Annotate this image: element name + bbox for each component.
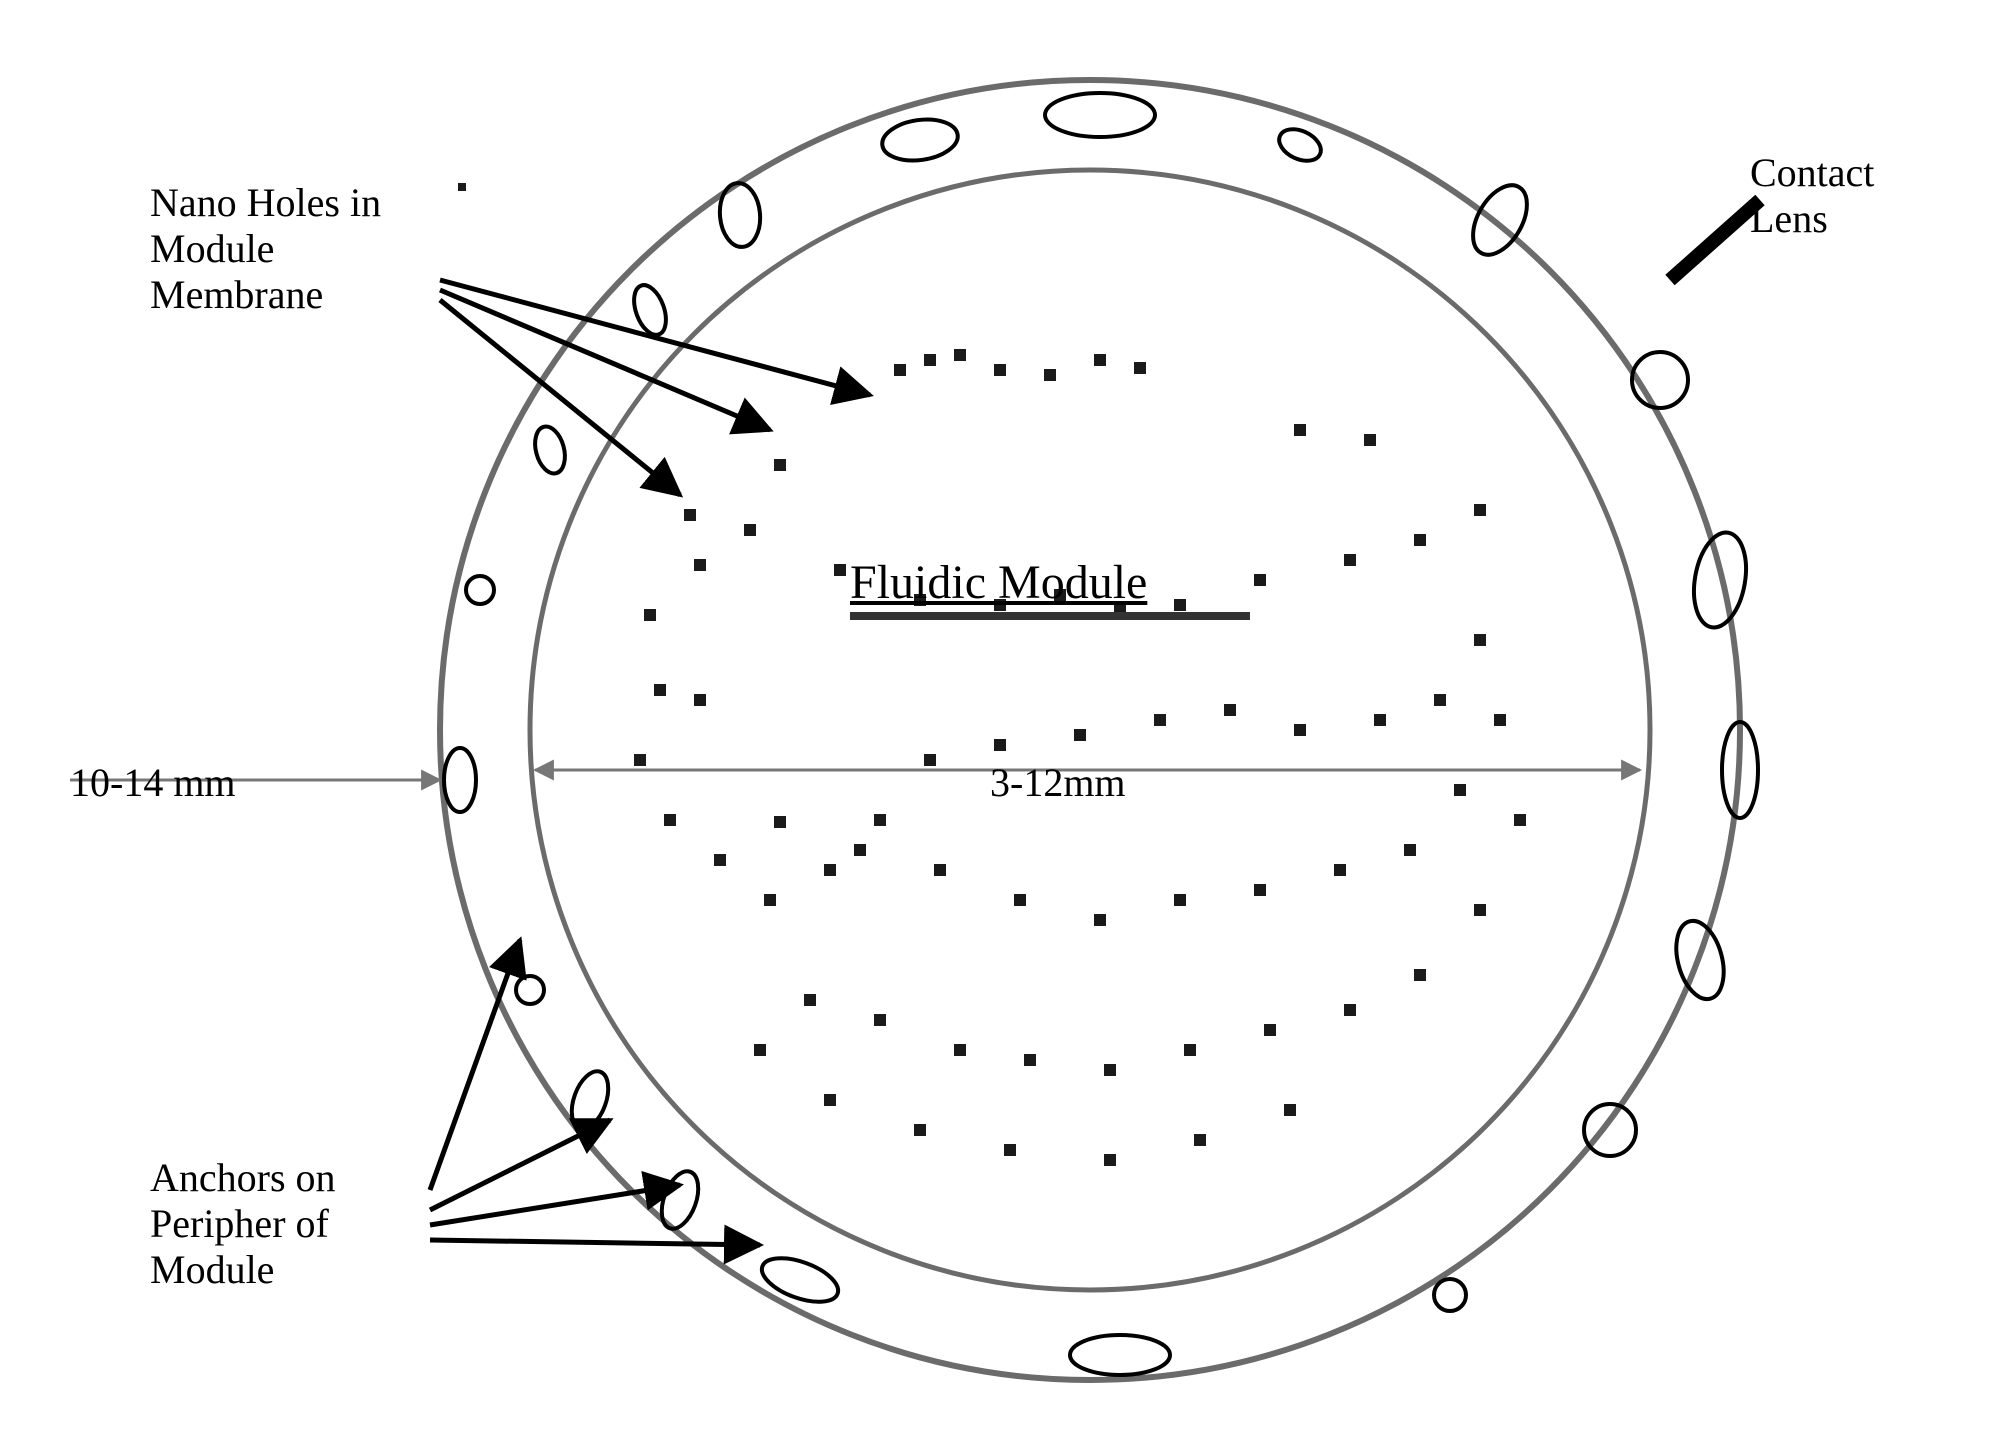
label-inner-dim: 3-12mm bbox=[990, 760, 1126, 806]
nano-hole bbox=[1474, 634, 1486, 646]
contact-lens-pointer bbox=[1670, 200, 1760, 280]
nano-hole bbox=[954, 349, 966, 361]
nano-hole bbox=[754, 1044, 766, 1056]
nano-hole bbox=[1404, 844, 1416, 856]
nano-hole bbox=[994, 739, 1006, 751]
callout-arrow bbox=[430, 1120, 610, 1210]
anchor-ellipse bbox=[444, 748, 476, 812]
nano-hole bbox=[834, 564, 846, 576]
nano-hole bbox=[1374, 714, 1386, 726]
nano-hole bbox=[1174, 599, 1186, 611]
nano-hole bbox=[1104, 1154, 1116, 1166]
nano-hole bbox=[924, 754, 936, 766]
nano-hole bbox=[1044, 369, 1056, 381]
nano-hole-legend-dot bbox=[458, 183, 466, 191]
nano-hole bbox=[684, 509, 696, 521]
nano-hole bbox=[1074, 729, 1086, 741]
nano-hole bbox=[1254, 884, 1266, 896]
nano-hole bbox=[1224, 704, 1236, 716]
nano-hole bbox=[694, 559, 706, 571]
nano-hole bbox=[654, 684, 666, 696]
anchor-ellipse bbox=[1070, 1335, 1170, 1375]
label-fluidic-module: Fluidic Module bbox=[850, 555, 1147, 610]
nano-hole bbox=[1004, 1144, 1016, 1156]
nano-hole bbox=[1184, 1044, 1196, 1056]
nano-hole bbox=[874, 814, 886, 826]
nano-hole bbox=[914, 1124, 926, 1136]
anchor-ellipse bbox=[717, 181, 762, 248]
nano-hole bbox=[634, 754, 646, 766]
nano-hole bbox=[1364, 434, 1376, 446]
fluidic-module-underline bbox=[850, 612, 1250, 620]
nano-hole bbox=[1284, 1104, 1296, 1116]
nano-hole bbox=[1514, 814, 1526, 826]
nano-hole bbox=[954, 1044, 966, 1056]
nano-hole bbox=[694, 694, 706, 706]
anchor-ellipse bbox=[655, 1166, 706, 1233]
nano-hole bbox=[1344, 1004, 1356, 1016]
nano-hole bbox=[664, 814, 676, 826]
diagram-canvas: Nano Holes in Module Membrane Anchors on… bbox=[0, 0, 2009, 1448]
nano-hole bbox=[1104, 1064, 1116, 1076]
nano-hole bbox=[1254, 574, 1266, 586]
anchor-ellipse bbox=[466, 576, 494, 604]
anchor-ellipse bbox=[1434, 1279, 1466, 1311]
nano-hole bbox=[1344, 554, 1356, 566]
nano-hole bbox=[764, 894, 776, 906]
anchor-ellipse bbox=[1584, 1104, 1636, 1156]
nano-hole bbox=[1474, 904, 1486, 916]
nano-hole bbox=[854, 844, 866, 856]
anchor-ellipse bbox=[756, 1249, 843, 1310]
nano-hole bbox=[744, 524, 756, 536]
callout-arrow bbox=[430, 1240, 760, 1245]
fluidic-module-outline bbox=[530, 170, 1650, 1290]
nano-hole bbox=[824, 1094, 836, 1106]
anchor-ellipse bbox=[1045, 93, 1155, 137]
callout-arrow bbox=[430, 940, 520, 1190]
nano-hole bbox=[774, 459, 786, 471]
nano-hole bbox=[1174, 894, 1186, 906]
anchor-ellipse bbox=[530, 423, 569, 477]
nano-hole bbox=[1194, 1134, 1206, 1146]
nano-hole bbox=[994, 364, 1006, 376]
contact-lens-outline bbox=[440, 80, 1740, 1380]
nano-hole bbox=[1294, 424, 1306, 436]
nano-hole bbox=[1454, 784, 1466, 796]
anchor-ellipse bbox=[880, 115, 961, 165]
nano-hole bbox=[1494, 714, 1506, 726]
label-anchors: Anchors on Peripher of Module bbox=[150, 1155, 336, 1293]
label-outer-dim: 10-14 mm bbox=[70, 760, 236, 806]
nano-hole bbox=[1024, 1054, 1036, 1066]
nano-hole bbox=[874, 1014, 886, 1026]
nano-hole bbox=[934, 864, 946, 876]
label-contact-lens: Contact Lens bbox=[1750, 150, 1874, 242]
label-nano-holes: Nano Holes in Module Membrane bbox=[150, 180, 381, 318]
nano-hole bbox=[1134, 362, 1146, 374]
nano-hole bbox=[1414, 969, 1426, 981]
nano-hole bbox=[1014, 894, 1026, 906]
nano-hole bbox=[894, 364, 906, 376]
nano-hole bbox=[1154, 714, 1166, 726]
nano-hole bbox=[644, 609, 656, 621]
nano-hole bbox=[714, 854, 726, 866]
nano-hole bbox=[1474, 504, 1486, 516]
nano-hole bbox=[1434, 694, 1446, 706]
nano-hole bbox=[1094, 914, 1106, 926]
nano-hole bbox=[1094, 354, 1106, 366]
nano-hole bbox=[1264, 1024, 1276, 1036]
nano-hole bbox=[1294, 724, 1306, 736]
nano-hole bbox=[774, 816, 786, 828]
anchor-ellipse bbox=[516, 976, 544, 1004]
anchor-ellipse bbox=[1274, 123, 1326, 167]
nano-hole bbox=[1334, 864, 1346, 876]
nano-hole bbox=[824, 864, 836, 876]
nano-hole bbox=[804, 994, 816, 1006]
nano-hole bbox=[924, 354, 936, 366]
nano-hole bbox=[1414, 534, 1426, 546]
